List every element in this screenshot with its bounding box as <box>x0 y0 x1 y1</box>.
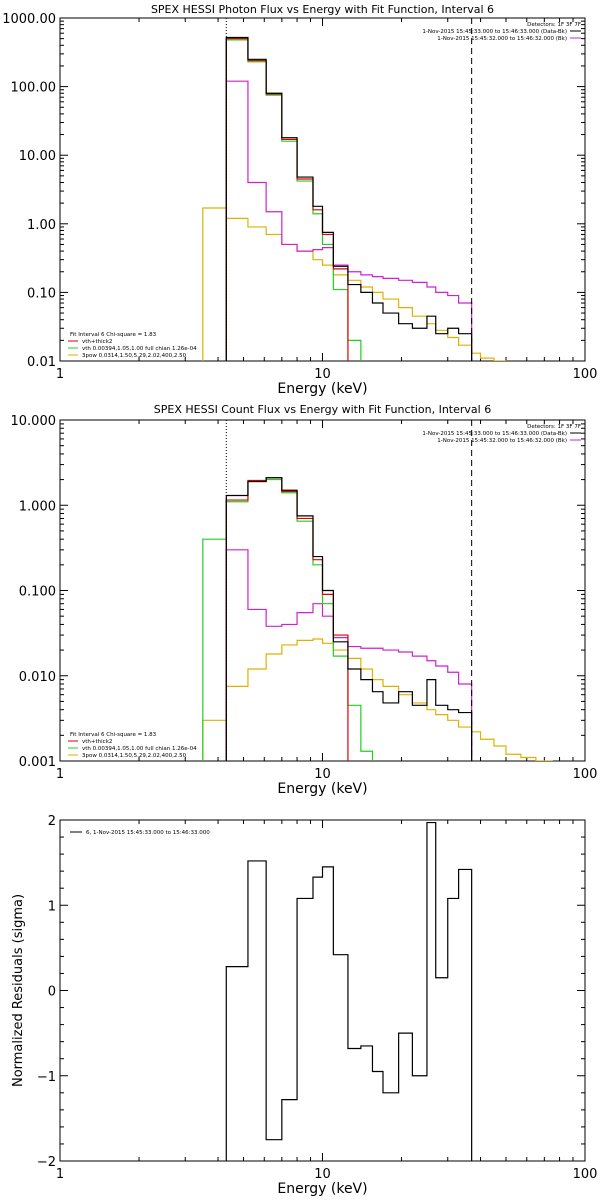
plot-area <box>202 36 507 361</box>
plot-frame <box>59 17 586 362</box>
x-axis: 1 10 100 Energy (keV) <box>56 820 598 1197</box>
chart-panel-resid: 1 10 100 Energy (keV) −2 −1 0 1 2 Normalized Resi… <box>11 814 597 1197</box>
series-bk <box>225 549 473 761</box>
y-axis: 0.01 0.10 1.00 10.00 100.00 1000.00 <box>2 12 585 370</box>
y-tick-label: 0 <box>48 985 56 1000</box>
y-tick-label: 1 <box>48 899 56 914</box>
x-axis-label: Energy (keV) <box>277 1181 367 1197</box>
x-tick-label: 10 <box>314 767 331 782</box>
legend-bottom-entry: Fit Interval 6 Chi-square = 1.83 <box>70 732 157 738</box>
legend-top: Detectors: 1F 3F 7F1-Nov-2015 15:45:33.0… <box>422 424 581 444</box>
x-axis: 1 10 100 Energy (keV) <box>56 420 598 797</box>
legend-top-entry: 1-Nov-2015 15:45:32.000 to 15:46:32.000 … <box>437 36 567 42</box>
y-tick-label: −2 <box>37 1155 56 1170</box>
y-tick-label: 0.10 <box>27 286 56 301</box>
y-axis-label: Normalized Residuals (sigma) <box>11 894 26 1087</box>
y-tick-label: 0.010 <box>19 670 56 685</box>
plot-area <box>225 821 473 1161</box>
x-axis-label: Energy (keV) <box>277 381 367 397</box>
series-vth-thick2 <box>225 38 349 361</box>
legend-top-entry: 1-Nov-2015 15:45:33.000 to 15:46:33.000 … <box>422 29 567 35</box>
y-axis: −2 −1 0 1 2 Normalized Residuals (sigma) <box>11 814 585 1170</box>
x-axis-label: Energy (keV) <box>277 781 367 797</box>
legend-bottom-entry: 3pow 0.0314,1.50,5.29,2.02,400,2.50 <box>82 753 187 759</box>
x-tick-label: 1 <box>56 767 64 782</box>
x-tick-label: 1 <box>56 367 64 382</box>
x-tick-label: 10 <box>314 1167 331 1182</box>
legend-bottom-entry: vth+thick2 <box>82 339 112 345</box>
series-3pow <box>202 207 507 361</box>
chart-title: SPEX HESSI Photon Flux vs Energy with Fi… <box>151 3 494 16</box>
legend-bottom: Fit Interval 6 Chi-square = 1.83vth+thic… <box>68 332 197 359</box>
inset-legend: 6, 1-Nov-2015 15:45:33.000 to 15:46:33.0… <box>86 830 210 836</box>
y-tick-label: 2 <box>48 814 56 829</box>
x-tick-label: 100 <box>573 1167 598 1182</box>
legend-bottom-entry: vth 0.00394,1.05,1.00 full chian 1.26e-0… <box>82 346 197 352</box>
y-tick-label: 0.01 <box>27 355 56 370</box>
legend-bottom-entry: vth 0.00394,1.05,1.00 full chian 1.26e-0… <box>82 746 197 752</box>
plot-area <box>202 477 553 761</box>
chart-title: SPEX HESSI Count Flux vs Energy with Fit… <box>154 403 491 416</box>
legend-bottom: Fit Interval 6 Chi-square = 1.83vth+thic… <box>68 732 197 759</box>
series-vth-thick2 <box>225 477 349 761</box>
legend-top-entry: 1-Nov-2015 15:45:32.000 to 15:46:32.000 … <box>437 438 567 444</box>
legend-top-entry: Detectors: 1F 3F 7F <box>527 424 581 430</box>
x-tick-label: 100 <box>573 767 598 782</box>
x-tick-label: 1 <box>56 1167 64 1182</box>
y-tick-label: 100.00 <box>11 81 57 96</box>
series-vth <box>225 39 362 361</box>
y-tick-label: −1 <box>37 1070 56 1085</box>
y-tick-label: 1.00 <box>27 218 56 233</box>
x-tick-label: 100 <box>573 367 598 382</box>
y-tick-label: 10.00 <box>19 149 56 164</box>
x-tick-label: 10 <box>314 367 331 382</box>
chart-panel-count: SPEX HESSI Count Flux vs Energy with Fit… <box>11 403 598 797</box>
legend-top-entry: 1-Nov-2015 15:45:33.000 to 15:46:33.000 … <box>422 431 567 437</box>
legend-bottom-entry: vth+thick2 <box>82 739 112 745</box>
series-3pow <box>202 638 553 761</box>
chart-panel-photon: SPEX HESSI Photon Flux vs Energy with Fi… <box>2 3 597 397</box>
y-axis: 0.001 0.010 0.100 1.000 10.000 <box>11 414 585 770</box>
series-data-bk <box>225 36 473 361</box>
series-data-bk <box>225 477 473 761</box>
series-residuals <box>225 821 473 1161</box>
y-tick-label: 10.000 <box>11 414 57 429</box>
legend-bottom-entry: 3pow 0.0314,1.50,5.29,2.02,400,2.50 <box>82 353 187 359</box>
y-tick-label: 0.100 <box>19 585 56 600</box>
x-axis: 1 10 100 Energy (keV) <box>56 18 598 397</box>
legend-top-entry: Detectors: 1F 3F 7F <box>527 22 581 28</box>
y-tick-label: 1.000 <box>19 499 56 514</box>
legend-top: Detectors: 1F 3F 7F1-Nov-2015 15:45:33.0… <box>422 22 581 42</box>
series-vth <box>202 478 374 761</box>
series-bk <box>225 80 473 361</box>
y-tick-label: 0.001 <box>19 755 56 770</box>
legend-bottom-entry: Fit Interval 6 Chi-square = 1.83 <box>70 332 157 338</box>
y-tick-label: 1000.00 <box>2 12 56 27</box>
